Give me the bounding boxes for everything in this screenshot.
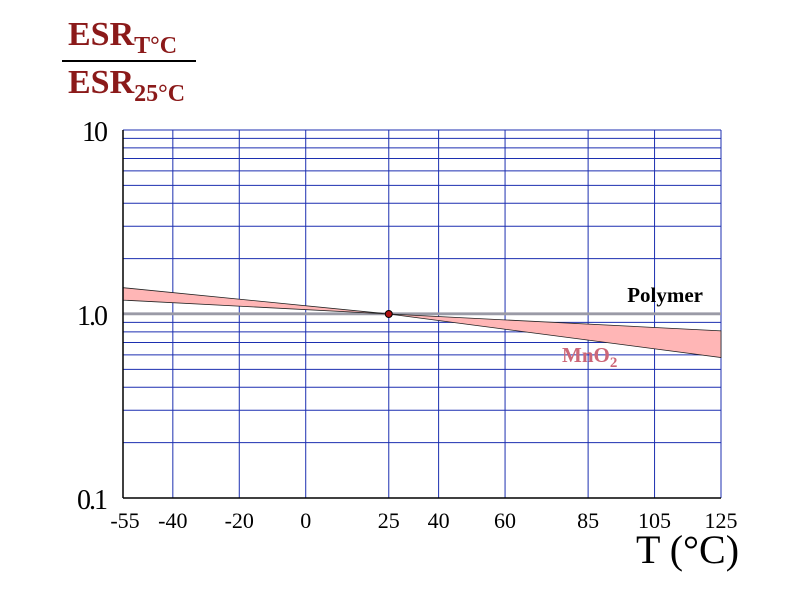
reference-point-marker <box>384 310 393 318</box>
series-label-mno2-subscript: 2 <box>610 355 618 371</box>
x-tick-label: 60 <box>494 508 516 533</box>
series-band-polymer <box>123 312 721 316</box>
x-tick-label: 40 <box>428 508 450 533</box>
y-tick-label: 0.1 <box>77 485 107 516</box>
x-tick-label: -20 <box>225 508 254 533</box>
x-tick-label: 105 <box>638 508 671 533</box>
y-axis-label-fraction-bar <box>62 60 196 62</box>
y-tick-label: 1.0 <box>77 301 107 332</box>
x-tick-label: -40 <box>158 508 187 533</box>
x-tick-label: 25 <box>378 508 400 533</box>
y-axis-label-numerator: ESRT°C <box>68 16 178 60</box>
y-tick-label: 10 <box>82 117 107 148</box>
series-label-polymer: Polymer <box>627 283 703 307</box>
x-axis-label: T (°C) <box>636 527 740 572</box>
series-label-mno2: MnO2 <box>562 343 617 371</box>
x-tick-label: 0 <box>300 508 311 533</box>
y-axis-label-denominator: ESR25°C <box>68 64 186 108</box>
x-tick-label: -55 <box>110 508 139 533</box>
x-tick-label: 85 <box>577 508 599 533</box>
x-tick-label: 125 <box>705 508 738 533</box>
